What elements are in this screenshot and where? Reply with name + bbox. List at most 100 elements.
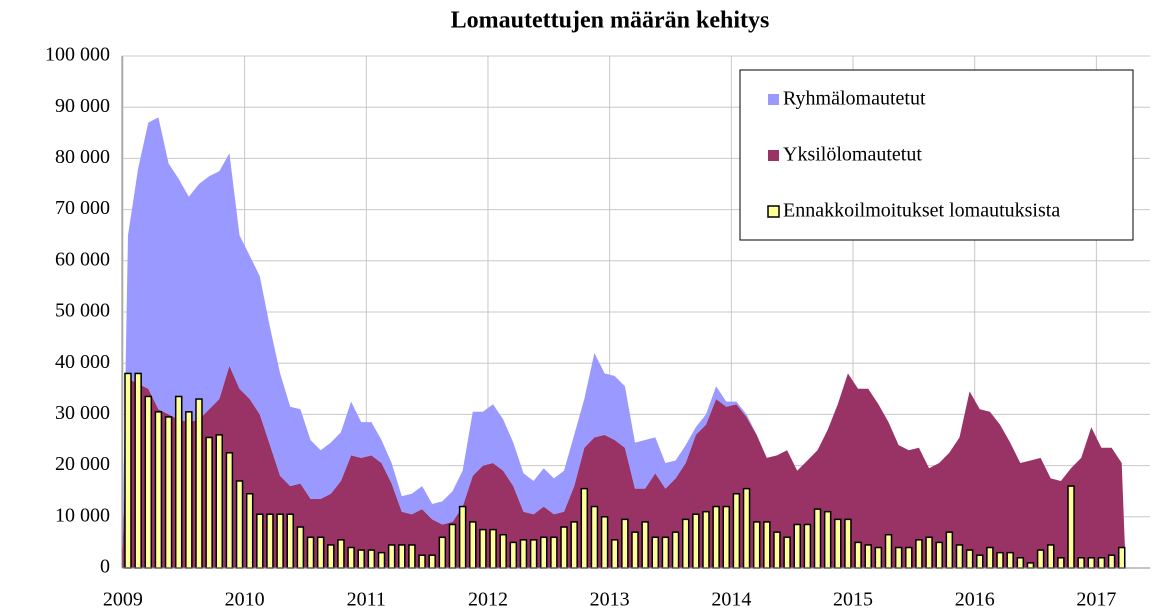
bar [499,533,507,569]
bar [793,523,801,569]
bar [1097,557,1106,569]
legend-swatch [768,94,779,105]
bar [570,521,578,569]
bar [803,523,812,569]
chart-title: Lomautettujen määrän kehitys [451,8,770,34]
bar [408,544,416,569]
bar [1036,549,1045,569]
y-tick-label: 100 000 [45,44,110,66]
bar [164,416,173,569]
bar [763,521,771,569]
bar [509,541,518,569]
bar [621,518,629,569]
bar [631,531,639,569]
bar [215,434,224,569]
bar [306,536,315,569]
bar [489,528,497,569]
x-tick-label: 2012 [468,589,508,611]
bar [245,493,254,569]
area [122,117,1126,569]
bar [560,526,568,569]
y-tick-label: 0 [100,556,110,578]
bar [945,531,954,569]
y-tick-label: 70 000 [55,197,110,219]
bar [783,536,791,569]
bar [1077,557,1085,569]
bar [813,508,822,569]
x-tick-label: 2017 [1076,589,1116,611]
bar [864,544,872,569]
x-tick-label: 2015 [833,589,873,611]
bar [124,372,132,569]
bar [235,480,244,569]
bar [702,510,710,569]
bar [438,536,447,569]
bar [834,518,842,569]
bar [732,493,741,569]
bar [773,531,781,569]
x-tick-label: 2010 [225,589,265,611]
bar [428,554,436,569]
bar [286,513,294,569]
bar [894,546,903,569]
bar [965,549,974,569]
bar [448,523,457,569]
bar [955,544,964,569]
bar [347,546,355,569]
legend-label: Yksilölomautetut [783,144,922,166]
legend-box [739,69,1134,241]
bar [185,411,193,569]
bar [1016,557,1025,569]
bar [1026,562,1035,569]
bar [377,551,386,569]
bar [1117,546,1126,569]
bar [418,554,426,569]
area [122,365,1126,568]
bar [661,536,670,569]
legend-swatch [768,150,779,161]
bar [357,549,365,569]
bar [469,521,477,569]
bar [529,539,538,569]
bar [610,539,619,569]
bar [854,541,862,569]
y-tick-label: 20 000 [55,453,110,475]
y-tick-label: 60 000 [55,248,110,270]
bar [580,487,589,569]
bar [590,505,599,569]
x-tick-label: 2009 [103,589,143,611]
bar [1087,557,1096,569]
bar [844,518,852,569]
bar [925,536,933,569]
legend-label: Ennakkoilmoitukset lomautuksista [783,200,1060,222]
bar [316,536,325,569]
x-tick-label: 2013 [590,589,630,611]
bar [1046,544,1055,569]
bar [641,521,649,569]
x-tick-label: 2011 [347,589,386,611]
bar [539,536,548,569]
y-tick-label: 30 000 [55,402,110,424]
bar [884,533,893,569]
bar [296,526,305,569]
bar [1057,557,1065,569]
bar [1067,485,1075,569]
bar [276,513,284,569]
bar [1107,554,1116,569]
bar [651,536,660,569]
bar [681,518,690,569]
y-tick-label: 90 000 [55,95,110,117]
legend-swatch [767,205,780,218]
bar [550,536,558,569]
y-tick-label: 80 000 [55,146,110,168]
bar [225,452,234,569]
bar [398,544,406,569]
bar [337,539,345,569]
bar [327,544,335,569]
bar [367,549,376,569]
bar [823,510,832,569]
bar [519,539,528,569]
bar [134,372,142,569]
x-tick-label: 2016 [955,589,995,611]
